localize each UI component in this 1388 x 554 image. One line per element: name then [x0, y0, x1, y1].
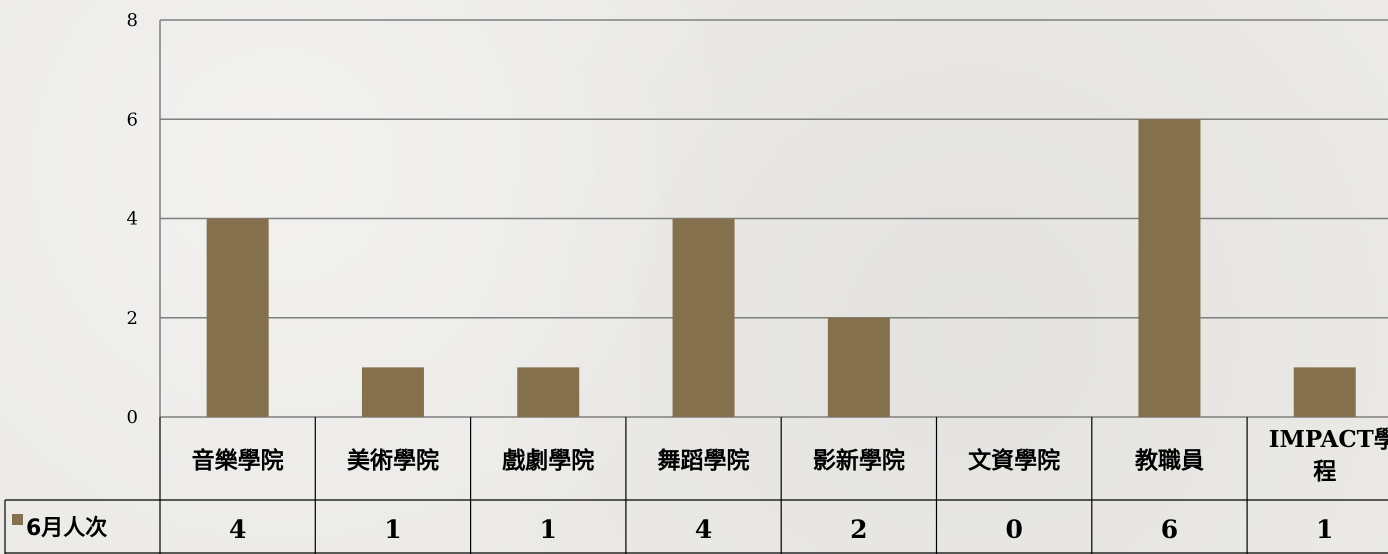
- table-value-2: 1: [384, 515, 401, 544]
- table-value-4: 4: [695, 515, 712, 544]
- table-value-8: 1: [1316, 515, 1333, 544]
- bar-4: [672, 218, 735, 417]
- category-label-6: 文資學院: [968, 447, 1060, 474]
- bar-8: [1293, 367, 1356, 417]
- y-axis-ticks: 0 2 4 6 8: [127, 10, 138, 428]
- gridlines: [159, 19, 1388, 418]
- category-label-1: 音樂學院: [192, 447, 284, 474]
- legend-series-name: 6月人次: [26, 515, 107, 541]
- category-label-4: 舞蹈學院: [658, 447, 750, 474]
- legend-swatch: [12, 514, 23, 525]
- y-tick-label-6: 6: [127, 109, 138, 130]
- bar-7: [1138, 119, 1201, 417]
- bar-3: [517, 367, 580, 417]
- y-tick-label-2: 2: [127, 308, 138, 329]
- category-label-8: IMPACT學程: [1269, 426, 1388, 485]
- table-value-6: 0: [1005, 515, 1022, 544]
- y-tick-label-8: 8: [127, 10, 138, 31]
- table-value-5: 2: [850, 515, 867, 544]
- bar-1: [206, 218, 269, 417]
- y-tick-label-4: 4: [127, 209, 138, 230]
- category-label-2: 美術學院: [347, 447, 439, 474]
- table-value-3: 1: [540, 515, 557, 544]
- category-label-5: 影新學院: [813, 447, 905, 474]
- y-tick-label-0: 0: [127, 407, 138, 428]
- table-value-7: 6: [1161, 515, 1178, 544]
- bar-2: [361, 367, 424, 417]
- category-label-3: 戲劇學院: [502, 447, 594, 474]
- category-label-7: 教職員: [1135, 447, 1204, 474]
- table-value-1: 4: [229, 515, 246, 544]
- bars: [206, 119, 1356, 417]
- bar-5: [827, 317, 890, 417]
- data-table: 音樂學院 美術學院 戲劇學院 舞蹈學院 影新學院 文資學院 教職員 IMPACT學程 6月人次 4…: [4, 417, 1388, 554]
